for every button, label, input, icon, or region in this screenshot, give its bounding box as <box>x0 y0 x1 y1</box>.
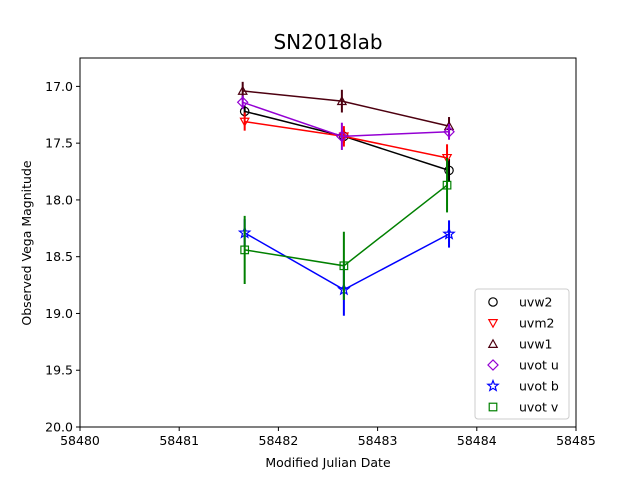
series-line-uvot-v <box>244 184 448 267</box>
legend-marker-uvot-u <box>487 359 499 371</box>
x-axis-label: Modified Julian Date <box>265 455 391 470</box>
series-uvw2 <box>239 105 454 182</box>
legend-label-uvot-b: uvot b <box>519 379 559 394</box>
chart-title: SN2018lab <box>273 30 382 54</box>
legend-label-uvot-u: uvot u <box>519 358 559 373</box>
y-tick-label: 17.0 <box>45 79 73 94</box>
series-uvw1 <box>237 81 455 136</box>
legend-marker-uvw2 <box>488 297 498 307</box>
series-uvot-u <box>236 95 455 150</box>
series-uvm2 <box>239 112 453 172</box>
legend-marker-uvot-v <box>488 402 498 412</box>
plot-frame <box>79 57 577 428</box>
series-line-uvw2 <box>244 110 450 172</box>
data-point-uvot-v <box>339 261 349 271</box>
legend: uvw2 uvm2 uvw1 uvot u uvot b uvot v <box>474 288 570 420</box>
y-tick-label: 17.5 <box>45 136 73 151</box>
series-uvot-v <box>240 157 452 300</box>
series-uvot-b <box>237 219 456 316</box>
x-tick-label: 58481 <box>159 433 199 448</box>
series-line-uvot-b <box>244 232 450 291</box>
legend-label-uvw1: uvw1 <box>519 337 553 352</box>
data-point-uvot-b <box>442 226 456 240</box>
data-point-uvot-v <box>442 180 452 190</box>
data-point-uvw1 <box>237 85 248 95</box>
data-point-uvw1 <box>336 95 348 106</box>
legend-marker-uvot-b <box>486 378 500 392</box>
legend-marker-uvm2 <box>487 319 499 329</box>
data-point-uvot-u <box>335 130 348 143</box>
data-point-uvw2 <box>444 165 454 176</box>
y-tick-label: 20.0 <box>45 420 73 435</box>
data-point-uvm2 <box>441 153 453 164</box>
legend-label-uvw2: uvw2 <box>519 295 553 310</box>
x-tick-label: 58484 <box>457 433 497 448</box>
data-point-uvot-v <box>240 245 250 255</box>
legend-label-uvm2: uvm2 <box>519 316 554 331</box>
x-tick-label: 58483 <box>358 433 398 448</box>
data-point-uvot-u <box>236 96 249 109</box>
legend-box <box>474 288 570 420</box>
x-axis: 58480 58481 58482 58483 58484 58485 <box>60 427 596 448</box>
plot-area <box>236 81 456 316</box>
y-axis: 17.0 17.5 18.0 18.5 19.0 19.5 20.0 <box>45 79 80 435</box>
y-tick-label: 19.5 <box>45 363 73 378</box>
data-point-uvot-u <box>443 125 455 138</box>
x-tick-label: 58480 <box>60 433 100 448</box>
x-tick-label: 58485 <box>556 433 596 448</box>
legend-marker-uvw1 <box>487 338 499 348</box>
legend-label-uvot-v: uvot v <box>519 400 559 415</box>
y-axis-label: Observed Vega Magnitude <box>19 160 34 325</box>
y-tick-label: 18.5 <box>45 249 73 264</box>
y-tick-label: 19.0 <box>45 306 73 321</box>
y-tick-label: 18.0 <box>45 192 73 207</box>
x-tick-label: 58482 <box>259 433 299 448</box>
data-point-uvm2 <box>239 117 250 128</box>
series-line-uvw1 <box>242 90 450 127</box>
